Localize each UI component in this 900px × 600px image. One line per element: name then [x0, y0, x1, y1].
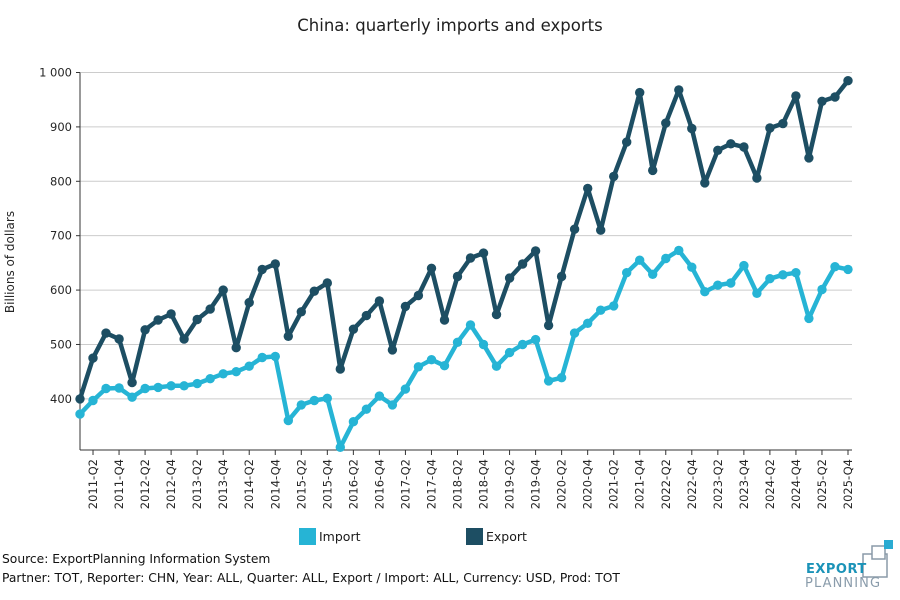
- export-color-swatch: [466, 528, 483, 545]
- svg-text:2013-Q4: 2013-Q4: [216, 459, 230, 509]
- svg-text:2013-Q2: 2013-Q2: [190, 459, 204, 509]
- svg-text:2011-Q2: 2011-Q2: [86, 459, 100, 509]
- source-text: Source: ExportPlanning Information Syste…: [2, 552, 271, 566]
- svg-text:2012-Q4: 2012-Q4: [164, 459, 178, 509]
- svg-text:1 000: 1 000: [39, 66, 72, 80]
- svg-text:2019-Q4: 2019-Q4: [529, 459, 543, 509]
- query-params-text: Partner: TOT, Reporter: CHN, Year: ALL, …: [2, 571, 620, 585]
- svg-text:900: 900: [50, 120, 72, 134]
- svg-text:2016-Q4: 2016-Q4: [372, 459, 386, 509]
- page-title: China: quarterly imports and exports: [297, 16, 603, 35]
- svg-text:2016-Q2: 2016-Q2: [346, 459, 360, 509]
- svg-text:600: 600: [50, 283, 72, 297]
- svg-text:2022-Q4: 2022-Q4: [685, 459, 699, 509]
- exportplanning-logo: EXPORT PLANNING: [800, 538, 898, 594]
- legend-label-export: Export: [486, 529, 527, 544]
- svg-text:2015-Q2: 2015-Q2: [294, 459, 308, 509]
- import-color-swatch: [299, 528, 316, 545]
- legend-item-export: Export: [466, 528, 527, 545]
- svg-text:2022-Q2: 2022-Q2: [659, 459, 673, 509]
- svg-text:2011-Q4: 2011-Q4: [112, 459, 126, 509]
- svg-text:2024-Q2: 2024-Q2: [763, 459, 777, 509]
- svg-text:500: 500: [50, 337, 72, 351]
- svg-text:2023-Q4: 2023-Q4: [737, 459, 751, 509]
- legend-label-import: Import: [319, 529, 361, 544]
- svg-text:2017-Q4: 2017-Q4: [424, 459, 438, 509]
- svg-text:2021-Q2: 2021-Q2: [607, 459, 621, 509]
- svg-text:2014-Q4: 2014-Q4: [268, 459, 282, 509]
- chart-footer: Source: ExportPlanning Information Syste…: [2, 552, 782, 590]
- svg-text:2019-Q2: 2019-Q2: [503, 459, 517, 509]
- svg-text:2012-Q2: 2012-Q2: [138, 459, 152, 509]
- svg-text:2024-Q4: 2024-Q4: [789, 459, 803, 509]
- logo-text-export: EXPORT: [806, 562, 867, 577]
- svg-text:2018-Q2: 2018-Q2: [450, 459, 464, 509]
- svg-text:2025-Q2: 2025-Q2: [815, 459, 829, 509]
- svg-text:Billions of dollars: Billions of dollars: [3, 211, 17, 313]
- svg-text:2020-Q4: 2020-Q4: [581, 459, 595, 509]
- svg-text:2018-Q4: 2018-Q4: [477, 459, 491, 509]
- svg-text:800: 800: [50, 174, 72, 188]
- svg-text:2015-Q4: 2015-Q4: [320, 459, 334, 509]
- svg-text:2020-Q2: 2020-Q2: [555, 459, 569, 509]
- logo-text-planning: PLANNING: [805, 576, 882, 591]
- svg-text:2017-Q2: 2017-Q2: [398, 459, 412, 509]
- svg-text:2014-Q2: 2014-Q2: [242, 459, 256, 509]
- exportplanning-squares-icon: [862, 540, 893, 578]
- svg-text:2025-Q4: 2025-Q4: [841, 459, 855, 509]
- svg-text:2023-Q2: 2023-Q2: [711, 459, 725, 509]
- svg-text:400: 400: [50, 392, 72, 406]
- svg-text:2021-Q4: 2021-Q4: [633, 459, 647, 509]
- quarterly-trade-line-chart: 1 000 900 800 700 600 500 400 2011-Q2 2011-Q4 201…: [3, 66, 855, 510]
- svg-text:700: 700: [50, 229, 72, 243]
- legend-item-import: Import: [299, 528, 361, 545]
